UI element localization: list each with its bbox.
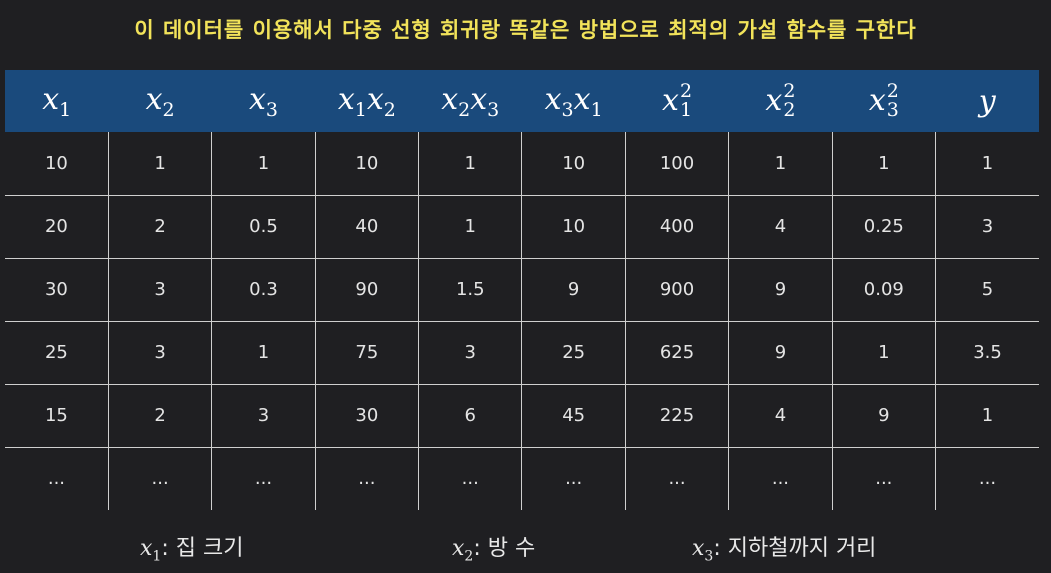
table-cell: 625 <box>624 321 729 385</box>
table-cell: 10 <box>521 132 626 196</box>
column-header: y <box>978 83 996 119</box>
table-cell: 0.3 <box>211 258 316 322</box>
legend-x3-var: x3 <box>692 536 714 565</box>
table-cell: 25 <box>5 321 109 385</box>
table-cell: ... <box>728 447 833 510</box>
table-cell: 15 <box>5 384 109 448</box>
table-cell: 1 <box>211 321 316 385</box>
table-body: 10 1 1 10 1 10 100 1 1 1 20 2 0.5 40 1 10 400 4 0.25 3 30 3 0.… <box>5 132 1039 510</box>
table-cell: 90 <box>314 258 419 322</box>
legend-x3-text: 지하철까지 거리 <box>727 536 877 561</box>
table-row: 25 3 1 75 3 25 625 9 1 3.5 <box>5 321 1039 385</box>
table-cell: 400 <box>624 195 729 259</box>
legend-x2-text: 방 수 <box>487 536 536 561</box>
table-cell: 1.5 <box>418 258 522 322</box>
column-header: x2x3 <box>441 81 500 121</box>
table-row: 30 3 0.3 90 1.5 9 900 9 0.09 5 <box>5 258 1039 322</box>
table-cell: 1 <box>728 132 833 196</box>
column-header: x3 <box>248 81 278 121</box>
table-cell: 2 <box>107 384 212 448</box>
legend-x2: x2: 방 수 <box>452 536 536 565</box>
column-header: x2 <box>145 81 175 121</box>
table-cell: 1 <box>831 132 936 196</box>
legend-x2-var: x2 <box>452 536 474 565</box>
legend-x1-var: x1 <box>140 536 162 565</box>
table-cell: 9 <box>831 384 936 448</box>
table-cell: ... <box>47 468 66 490</box>
table-cell: 4 <box>728 384 833 448</box>
table-cell: 3 <box>935 195 1039 259</box>
table-cell: 9 <box>521 258 626 322</box>
table-row: 15 2 3 30 6 45 225 4 9 1 <box>5 384 1039 448</box>
table-cell: 5 <box>935 258 1039 322</box>
table-cell: ... <box>521 447 626 510</box>
table-cell: 1 <box>418 132 522 196</box>
table-row: 10 1 1 10 1 10 100 1 1 1 <box>5 132 1039 196</box>
column-header: x3x1 <box>544 81 603 121</box>
table-cell: 10 <box>521 195 626 259</box>
table-cell: 1 <box>418 195 522 259</box>
table-cell: ... <box>624 447 729 510</box>
table-cell: 0.5 <box>211 195 316 259</box>
table-cell: ... <box>107 447 212 510</box>
table-cell: 9 <box>728 321 833 385</box>
table-cell: 0.25 <box>831 195 936 259</box>
table-cell: 6 <box>418 384 522 448</box>
slide-title: 이 데이터를 이용해서 다중 선형 회귀랑 똑같은 방법으로 최적의 가설 함수… <box>134 18 917 42</box>
table-cell: 30 <box>314 384 419 448</box>
table-cell: 45 <box>521 384 626 448</box>
table-cell: 100 <box>624 132 729 196</box>
column-header: x1x2 <box>337 81 396 121</box>
table-cell: 10 <box>5 132 109 196</box>
table-cell: 40 <box>314 195 419 259</box>
table-cell: ... <box>314 447 419 510</box>
table-cell: 4 <box>728 195 833 259</box>
table-cell: 1 <box>211 132 316 196</box>
legend-x1: x1: 집 크기 <box>140 536 244 565</box>
table-cell: 3.5 <box>935 321 1039 385</box>
table-cell: ... <box>831 447 936 510</box>
legend-x3: x3: 지하철까지 거리 <box>692 536 877 565</box>
table-cell: ... <box>418 447 522 510</box>
table-cell: 3 <box>107 321 212 385</box>
table-cell: 225 <box>624 384 729 448</box>
table-cell: 1 <box>935 384 1039 448</box>
table-cell: 9 <box>728 258 833 322</box>
table-cell: 2 <box>107 195 212 259</box>
data-table: x1 x2 x3 x1x2 x2x3 x3x1 x 2 1 x 2 2 x 2 3 y 10 1 1 10 1 10 10… <box>5 70 1039 510</box>
legend-x1-text: 집 크기 <box>175 536 244 561</box>
table-row: .............................. <box>5 447 1039 510</box>
table-cell: 3 <box>211 384 316 448</box>
table-cell: 30 <box>5 258 109 322</box>
table-cell: 1 <box>935 132 1039 196</box>
table-cell: 20 <box>5 195 109 259</box>
table-cell: ... <box>935 447 1039 510</box>
table-row: 20 2 0.5 40 1 10 400 4 0.25 3 <box>5 195 1039 259</box>
table-header-row: x1 x2 x3 x1x2 x2x3 x3x1 x 2 1 x 2 2 x 2 3 y <box>5 70 1039 132</box>
table-cell: ... <box>211 447 316 510</box>
table-cell: 900 <box>624 258 729 322</box>
table-cell: 3 <box>107 258 212 322</box>
table-cell: 1 <box>831 321 936 385</box>
table-cell: 0.09 <box>831 258 936 322</box>
column-header: x1 <box>42 81 72 121</box>
table-cell: 25 <box>521 321 626 385</box>
table-cell: 10 <box>314 132 419 196</box>
table-cell: 75 <box>314 321 419 385</box>
table-cell: 1 <box>107 132 212 196</box>
table-cell: 3 <box>418 321 522 385</box>
